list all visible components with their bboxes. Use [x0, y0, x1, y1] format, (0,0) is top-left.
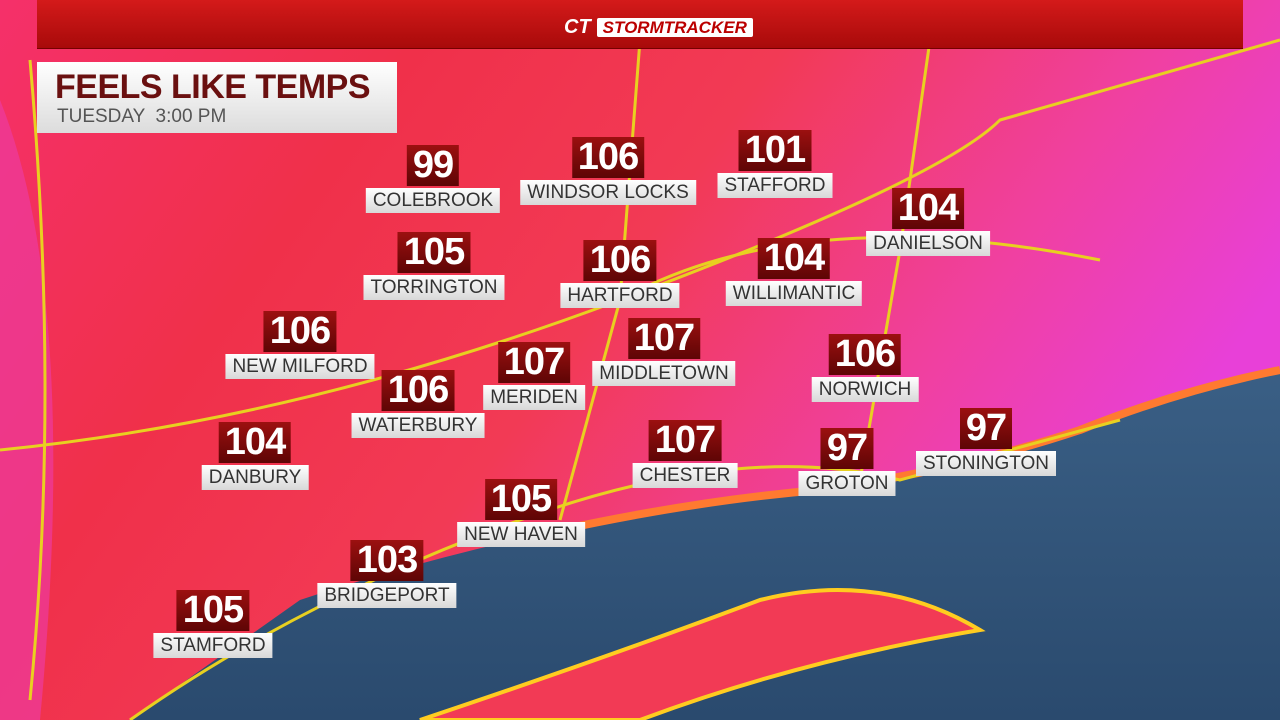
city-name: DANIELSON — [866, 231, 990, 256]
city-name: NORWICH — [811, 377, 919, 402]
city-name: WATERBURY — [351, 413, 485, 438]
product: STORMTRACKER — [596, 18, 753, 37]
city-label: 104 WILLIMANTIC — [725, 238, 863, 306]
city-label: 105 STAMFORD — [153, 590, 273, 658]
temperature: 106 — [263, 311, 337, 352]
city-name: STONINGTON — [916, 451, 1056, 476]
city-label: 106 HARTFORD — [560, 240, 680, 308]
city-name: DANBURY — [201, 465, 309, 490]
temperature: 106 — [381, 370, 455, 411]
city-label: 106 WATERBURY — [351, 370, 485, 438]
city-name: COLEBROOK — [365, 188, 501, 213]
city-name: NEW HAVEN — [457, 522, 585, 547]
temperature: 103 — [350, 540, 424, 581]
temperature: 104 — [218, 422, 292, 463]
city-label: 99 COLEBROOK — [365, 145, 501, 213]
city-name: BRIDGEPORT — [317, 583, 457, 608]
city-name: STAMFORD — [153, 633, 273, 658]
temperature: 104 — [757, 238, 831, 279]
city-label: 106 WINDSOR LOCKS — [520, 137, 696, 205]
city-name: MERIDEN — [483, 385, 585, 410]
logo: CT STORMTRACKER — [564, 16, 753, 39]
city-label: 107 MERIDEN — [483, 342, 585, 410]
city-label: 97 GROTON — [798, 428, 896, 496]
city-name: GROTON — [798, 471, 896, 496]
city-label: 104 DANIELSON — [866, 188, 990, 256]
city-label: 107 MIDDLETOWN — [592, 318, 736, 386]
subtitle: TUESDAY 3:00 PM — [57, 106, 227, 127]
city-label: 97 STONINGTON — [916, 408, 1056, 476]
temperature: 105 — [176, 590, 250, 631]
city-name: NEW MILFORD — [225, 354, 375, 379]
temperature: 106 — [828, 334, 902, 375]
brand: CT — [564, 16, 591, 38]
city-label: 105 NEW HAVEN — [457, 479, 585, 547]
temperature: 107 — [627, 318, 701, 359]
long-island — [419, 588, 986, 720]
city-name: STAFFORD — [717, 173, 833, 198]
city-label: 104 DANBURY — [201, 422, 309, 490]
temperature: 104 — [891, 188, 965, 229]
city-name: WINDSOR LOCKS — [520, 180, 696, 205]
city-name: WILLIMANTIC — [725, 281, 863, 306]
city-name: CHESTER — [632, 463, 738, 488]
title: FEELS LIKE TEMPS — [55, 68, 371, 106]
temperature: 106 — [571, 137, 645, 178]
temperature: 105 — [397, 232, 471, 273]
city-name: HARTFORD — [560, 283, 680, 308]
temperature: 99 — [406, 145, 460, 186]
temperature: 106 — [583, 240, 657, 281]
city-label: 105 TORRINGTON — [363, 232, 505, 300]
temperature: 105 — [484, 479, 558, 520]
temperature: 101 — [738, 130, 812, 171]
temperature: 107 — [648, 420, 722, 461]
temperature: 97 — [959, 408, 1013, 449]
city-label: 103 BRIDGEPORT — [317, 540, 457, 608]
temperature: 97 — [820, 428, 874, 469]
city-label: 106 NORWICH — [811, 334, 919, 402]
city-label: 106 NEW MILFORD — [225, 311, 375, 379]
city-name: MIDDLETOWN — [592, 361, 736, 386]
city-label: 101 STAFFORD — [717, 130, 833, 198]
title-box: FEELS LIKE TEMPS TUESDAY 3:00 PM — [37, 62, 397, 133]
temperature: 107 — [497, 342, 571, 383]
city-label: 107 CHESTER — [632, 420, 738, 488]
city-name: TORRINGTON — [363, 275, 505, 300]
top-bar: CT STORMTRACKER — [37, 0, 1243, 49]
